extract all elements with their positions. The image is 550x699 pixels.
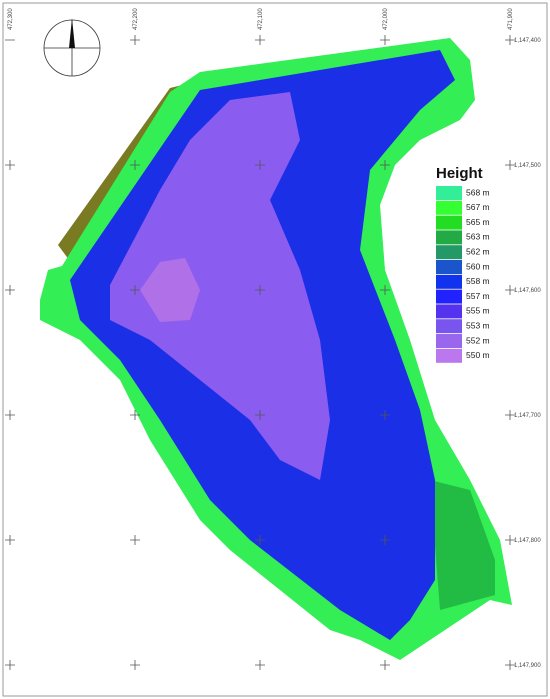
terrain [40,38,512,660]
legend-label: 550 m [466,350,490,360]
northing-label: 1,147,800 [514,538,541,544]
legend-label: 562 m [466,246,490,256]
legend-title: Height [436,165,483,182]
northing-label: 1,147,500 [514,163,541,169]
legend-swatch [436,274,462,289]
coordinate-labels: 472,300 472,200 472,100 472,000 471,900 1,147… [8,8,541,669]
legend-label: 555 m [466,306,490,316]
legend-label: 565 m [466,217,490,227]
terrain-slope [430,480,495,610]
legend: Height 568 m 567 m 565 m 563 m 562 m 560 m 558… [430,160,490,365]
legend-swatch [436,200,462,215]
terrain-floor [110,92,330,480]
legend-swatch [436,260,462,274]
easting-label: 471,900 [508,8,514,30]
legend-swatch [436,304,462,319]
legend-label: 553 m [466,320,490,330]
north-arrow [43,18,101,77]
legend-swatch [436,186,462,200]
legend-swatch [436,334,462,348]
legend-swatch [436,215,462,230]
legend-label: 567 m [466,202,490,212]
northing-label: 1,147,700 [514,413,541,419]
legend-swatch [436,319,462,334]
legend-swatch [436,245,462,260]
legend-label: 552 m [466,335,490,345]
legend-label: 558 m [466,276,490,286]
easting-label: 472,200 [133,8,139,30]
easting-label: 472,000 [383,8,389,30]
grid-crosses [5,35,515,670]
easting-label: 472,100 [258,8,264,30]
legend-label: 557 m [466,291,490,301]
legend-swatch [436,230,462,245]
northing-label: 1,147,600 [514,288,541,294]
terrain-low [140,258,200,322]
legend-swatch [436,289,462,304]
northing-label: 1,147,400 [514,38,541,44]
grid-cross [5,35,515,670]
legend-label: 560 m [466,261,490,271]
legend-swatch [436,348,462,363]
easting-label: 472,300 [8,8,14,30]
legend-label: 563 m [466,232,490,242]
northing-label: 1,147,900 [514,663,541,669]
legend-label: 568 m [466,187,490,197]
